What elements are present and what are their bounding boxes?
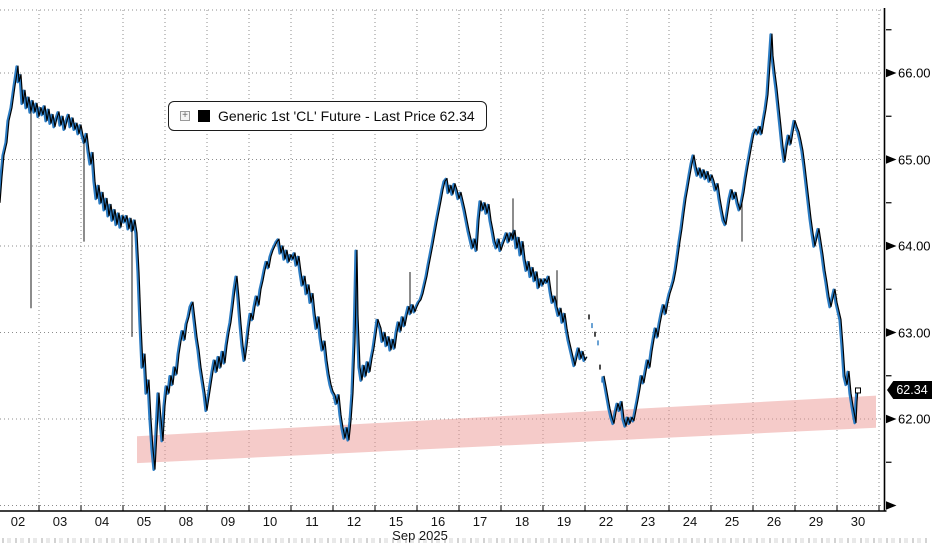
- x-axis-date-label: 15: [388, 514, 404, 529]
- x-axis-date-label: 22: [598, 514, 614, 529]
- y-axis-tick-arrow-icon: [886, 68, 897, 78]
- x-axis-date-label: 09: [220, 514, 236, 529]
- last-price-tag: 62.34: [887, 381, 932, 399]
- y-axis-tick-arrow-icon: [886, 155, 897, 164]
- x-axis-date-label: 30: [850, 514, 866, 529]
- x-axis-date-label: 10: [262, 514, 278, 529]
- last-trade-marker: [855, 387, 861, 394]
- legend-series-label: Generic 1st 'CL' Future - Last Price 62.…: [218, 108, 475, 124]
- x-axis-date-label: 26: [766, 514, 782, 529]
- x-axis-date-label: 11: [305, 514, 319, 529]
- price-line: [603, 33, 859, 427]
- x-axis-date-label: 05: [136, 514, 152, 529]
- x-axis-date-label: 02: [10, 514, 26, 529]
- x-axis-date-label: 03: [52, 514, 68, 529]
- y-axis-label: 66.00: [898, 65, 931, 81]
- y-axis-label: 62.00: [898, 411, 931, 427]
- price-line-overlay: [0, 65, 587, 472]
- y-axis-label: 65.00: [898, 152, 931, 167]
- y-axis-tick-arrow-icon: [886, 414, 897, 424]
- x-axis-date-label: 17: [472, 514, 488, 529]
- cropped-footer-text-artifact: [2, 538, 930, 543]
- y-axis-label: 64.00: [898, 238, 931, 254]
- x-axis-date-label: 08: [178, 514, 194, 529]
- chart-legend[interactable]: + Generic 1st 'CL' Future - Last Price 6…: [168, 101, 487, 131]
- price-line-overlay: [601, 33, 858, 428]
- x-axis-date-label: 18: [514, 514, 530, 529]
- y-axis-tick-arrow-icon: [886, 501, 897, 510]
- x-axis-date-label: 29: [808, 514, 824, 529]
- y-axis-tick-arrow-icon: [886, 328, 897, 337]
- x-axis-date-label: 16: [430, 514, 446, 529]
- y-axis-label: 63.00: [898, 325, 931, 340]
- x-axis-date-label: 19: [556, 514, 572, 529]
- x-axis-date-label: 23: [640, 514, 656, 529]
- legend-expand-icon[interactable]: +: [180, 111, 190, 121]
- y-axis-tick-arrow-icon: [886, 241, 897, 251]
- x-axis-date-label: 04: [94, 514, 110, 529]
- price-line: [0, 65, 588, 470]
- x-axis-title: Sep 2025: [392, 528, 448, 543]
- x-axis-date-label: 24: [682, 514, 698, 529]
- x-axis-date-label: 12: [346, 514, 362, 529]
- x-axis-date-label: 25: [724, 514, 740, 529]
- support-trend-band: [137, 395, 876, 464]
- series-swatch-icon: [198, 110, 210, 122]
